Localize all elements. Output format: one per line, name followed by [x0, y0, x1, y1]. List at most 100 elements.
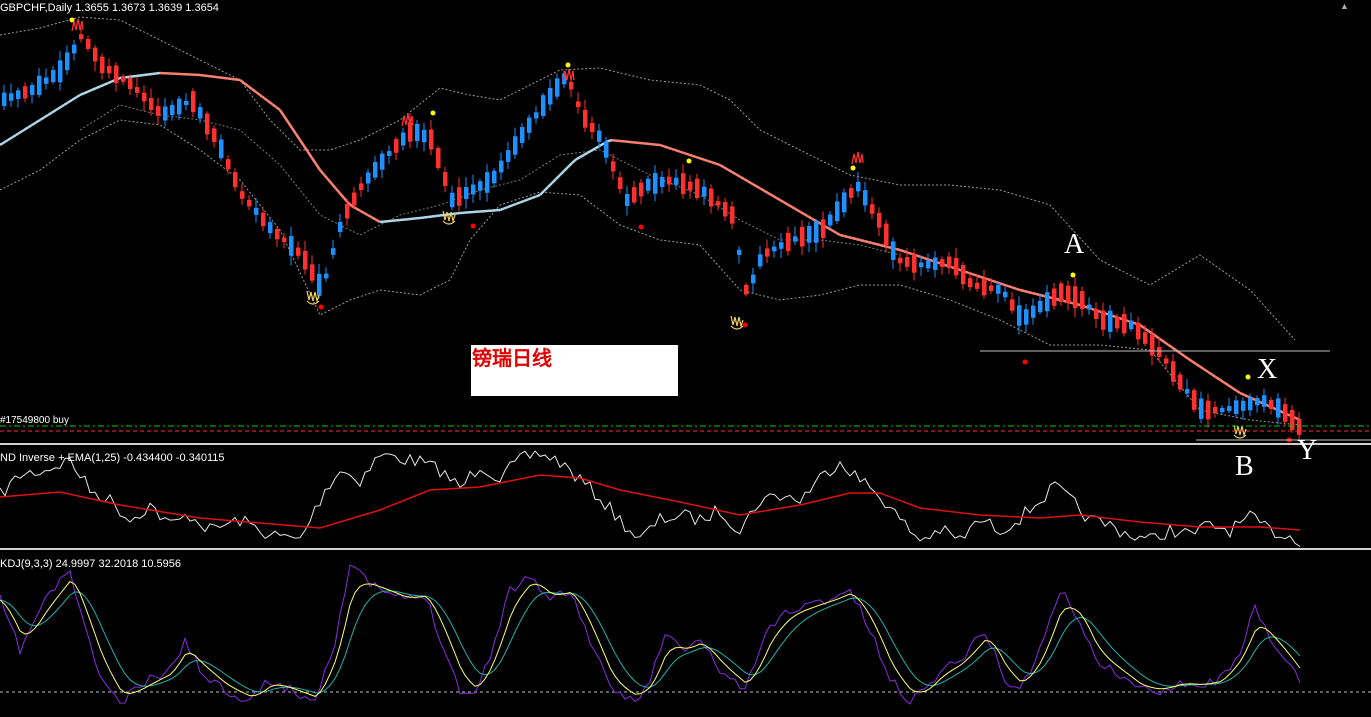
moving-average-line	[211, 75, 217, 79]
moving-average-line	[1023, 289, 1029, 294]
moving-average-line	[99, 83, 105, 88]
fractal-up-dot	[430, 110, 436, 116]
moving-average-line	[1159, 337, 1165, 343]
moving-average-line	[87, 88, 93, 93]
moving-average-line	[23, 126, 29, 132]
moving-average-line	[779, 198, 785, 204]
moving-average-line	[519, 199, 525, 204]
moving-average-line	[547, 182, 553, 188]
moving-average-line	[71, 96, 77, 102]
moving-average-line	[367, 214, 373, 219]
note-box[interactable]: 镑瑞日线	[471, 345, 678, 396]
candle	[107, 65, 112, 74]
candle	[674, 177, 679, 185]
moving-average-line	[355, 207, 361, 212]
window-close-icon[interactable]: ▲	[1340, 1, 1349, 11]
moving-average-line	[727, 168, 733, 174]
nd-inverse-line	[0, 450, 1301, 547]
moving-average-line	[282, 115, 290, 123]
candle	[989, 285, 994, 291]
annotation-a: A	[1064, 229, 1085, 260]
buy-hand-icon	[306, 290, 320, 305]
candle	[58, 60, 63, 83]
candle	[1262, 395, 1267, 407]
candle	[51, 69, 56, 83]
candle	[219, 139, 224, 159]
candle	[443, 172, 448, 186]
candle	[1052, 288, 1057, 306]
moving-average-line	[235, 78, 241, 82]
moving-average-line	[19, 128, 25, 134]
candle	[247, 200, 252, 207]
candle	[1220, 407, 1225, 413]
moving-average-line	[139, 73, 145, 77]
candle	[149, 98, 154, 110]
moving-average-line	[523, 198, 529, 203]
candle	[142, 92, 147, 102]
candle	[2, 92, 7, 107]
moving-average-line	[327, 178, 333, 185]
moving-average-line	[243, 82, 249, 87]
moving-average-line	[427, 215, 433, 219]
moving-average-line	[1015, 287, 1021, 292]
candle	[1290, 410, 1295, 430]
candle	[289, 236, 294, 256]
moving-average-line	[899, 248, 905, 253]
moving-average-line	[759, 187, 765, 192]
moving-average-line	[247, 85, 253, 90]
candle	[135, 87, 140, 93]
candle	[744, 284, 749, 295]
buy-hand-icon	[1233, 424, 1247, 439]
note-text: 镑瑞日线	[472, 346, 552, 370]
moving-average-line	[63, 101, 69, 107]
moving-average-line	[1167, 343, 1173, 349]
moving-average-line	[259, 94, 265, 99]
moving-average-line	[747, 180, 753, 185]
moving-average-line	[579, 153, 585, 159]
candle	[821, 219, 826, 238]
moving-average-line	[675, 149, 681, 153]
order-label[interactable]: #17549800 buy	[0, 415, 69, 426]
candle	[254, 207, 259, 215]
candle	[37, 75, 42, 95]
candle	[121, 76, 126, 82]
moving-average-line	[219, 76, 225, 80]
candle	[457, 187, 462, 206]
moving-average-line	[555, 174, 561, 180]
moving-average-line	[839, 233, 845, 238]
moving-average-line	[551, 178, 557, 184]
candle	[779, 242, 784, 249]
moving-average-line	[1203, 368, 1209, 373]
ema-line	[0, 474, 1301, 531]
candle	[191, 91, 196, 113]
candle	[520, 127, 525, 143]
candle	[1283, 404, 1288, 422]
sell-hand-icon	[401, 113, 414, 127]
moving-average-line	[263, 97, 269, 102]
moving-average-line	[583, 151, 589, 156]
moving-average-line	[563, 166, 569, 172]
moving-average-line	[775, 196, 781, 202]
moving-average-line	[1239, 391, 1245, 396]
moving-average-line	[787, 203, 793, 209]
moving-average-line	[859, 238, 865, 243]
candle	[1213, 406, 1218, 414]
moving-average-line	[314, 163, 322, 171]
moving-average-line	[1147, 329, 1153, 335]
moving-average-line	[275, 106, 281, 111]
candle	[1269, 400, 1274, 409]
moving-average-line	[39, 116, 45, 122]
moving-average-line	[667, 146, 673, 151]
candle	[100, 56, 105, 74]
moving-average-line	[1243, 393, 1249, 398]
candle	[205, 113, 210, 135]
candle	[1157, 347, 1162, 357]
candle	[352, 192, 357, 206]
moving-average-line	[703, 158, 709, 163]
moving-average-line	[199, 73, 205, 77]
moving-average-line	[515, 201, 521, 206]
moving-average-line	[663, 145, 669, 149]
moving-average-line	[1223, 381, 1229, 387]
candle	[737, 249, 742, 255]
